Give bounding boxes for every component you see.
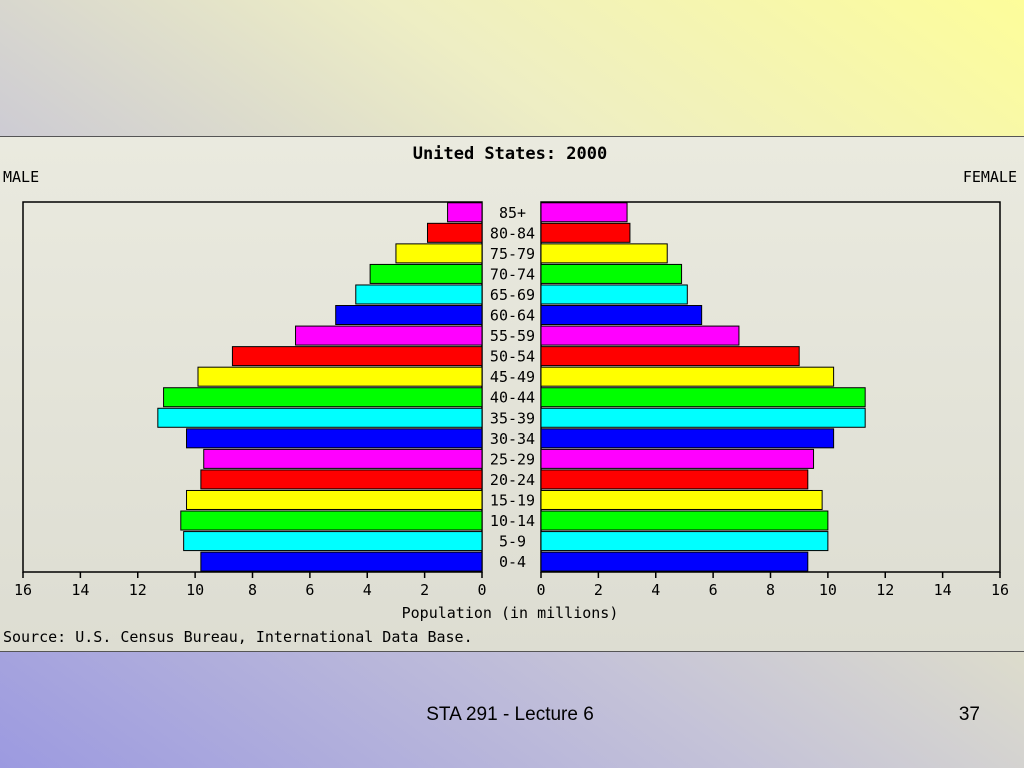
x-tick-label: 12 xyxy=(876,581,894,599)
age-labels-layer: 85+ 80-84 75-79 70-74 65-69 60-64 55-59 50-54 45… xyxy=(490,204,535,571)
age-group-label: 40-44 xyxy=(490,389,535,407)
chart-panel: United States: 2000 MALE FEMALE 85+ 80-84… xyxy=(0,136,1024,652)
male-bar-15-19 xyxy=(186,489,483,510)
female-bar-85+ xyxy=(540,202,628,223)
x-tick-label: 12 xyxy=(129,581,147,599)
female-bar-25-29 xyxy=(540,448,815,469)
male-bar-40-44 xyxy=(163,387,483,408)
age-group-label: 25-29 xyxy=(490,450,535,468)
source-note: Source: U.S. Census Bureau, Internationa… xyxy=(3,628,473,646)
male-bar-70-74 xyxy=(369,263,483,284)
female-bar-0-4 xyxy=(540,551,809,572)
x-tick-label: 10 xyxy=(186,581,204,599)
age-group-label: 85+ xyxy=(499,204,526,222)
female-bar-10-14 xyxy=(540,510,829,531)
x-tick-label: 0 xyxy=(536,581,545,599)
male-bar-20-24 xyxy=(200,469,483,490)
female-bar-15-19 xyxy=(540,489,823,510)
male-label: MALE xyxy=(3,168,39,186)
x-tick-label: 4 xyxy=(363,581,372,599)
bars-layer xyxy=(157,202,866,572)
male-bar-80-84 xyxy=(426,222,483,243)
male-bar-75-79 xyxy=(395,243,483,264)
female-bar-70-74 xyxy=(540,263,683,284)
x-tick-label: 8 xyxy=(766,581,775,599)
female-bar-55-59 xyxy=(540,325,740,346)
age-group-label: 75-79 xyxy=(490,245,535,263)
x-tick-label: 6 xyxy=(305,581,314,599)
slide-footer-title: STA 291 - Lecture 6 xyxy=(426,704,594,725)
x-tick-label: 2 xyxy=(420,581,429,599)
x-tick-label: 16 xyxy=(14,581,32,599)
female-bar-60-64 xyxy=(540,305,703,326)
x-tick-label: 16 xyxy=(991,581,1009,599)
age-group-label: 0-4 xyxy=(499,553,526,571)
female-bar-50-54 xyxy=(540,346,800,367)
female-bar-80-84 xyxy=(540,222,631,243)
age-group-label: 45-49 xyxy=(490,368,535,386)
x-tick-label: 10 xyxy=(819,581,837,599)
age-group-label: 5-9 xyxy=(499,533,526,551)
male-bar-55-59 xyxy=(295,325,483,346)
female-bar-45-49 xyxy=(540,366,835,387)
age-group-label: 55-59 xyxy=(490,327,535,345)
x-tick-label: 2 xyxy=(594,581,603,599)
age-group-label: 10-14 xyxy=(490,512,535,530)
x-axis-ticks: 16 14 12 10 8 6 4 2 0 0 2 4 6 8 10 12 14 16 xyxy=(14,572,1009,599)
female-bar-40-44 xyxy=(540,387,866,408)
age-group-label: 35-39 xyxy=(490,409,535,427)
age-group-label: 50-54 xyxy=(490,348,535,366)
age-group-label: 20-24 xyxy=(490,471,535,489)
female-bar-5-9 xyxy=(540,531,829,552)
male-bar-85+ xyxy=(447,202,483,223)
female-bar-75-79 xyxy=(540,243,668,264)
female-label: FEMALE xyxy=(963,168,1017,186)
male-bar-35-39 xyxy=(157,407,483,428)
chart-title: United States: 2000 xyxy=(413,144,607,164)
male-bar-30-34 xyxy=(186,428,483,449)
age-group-label: 15-19 xyxy=(490,491,535,509)
population-pyramid-chart: United States: 2000 MALE FEMALE 85+ 80-84… xyxy=(3,144,1017,646)
x-tick-label: 4 xyxy=(651,581,660,599)
x-tick-label: 0 xyxy=(477,581,486,599)
age-group-label: 65-69 xyxy=(490,286,535,304)
x-tick-label: 14 xyxy=(71,581,89,599)
male-bar-25-29 xyxy=(203,448,483,469)
male-bar-60-64 xyxy=(335,305,483,326)
age-group-label: 70-74 xyxy=(490,265,535,283)
age-group-label: 30-34 xyxy=(490,430,535,448)
male-bar-5-9 xyxy=(183,531,483,552)
female-bar-65-69 xyxy=(540,284,688,305)
female-bar-20-24 xyxy=(540,469,809,490)
x-tick-label: 8 xyxy=(248,581,257,599)
male-bar-0-4 xyxy=(200,551,483,572)
male-bar-50-54 xyxy=(231,346,483,367)
female-bar-35-39 xyxy=(540,407,866,428)
age-group-label: 80-84 xyxy=(490,224,535,242)
age-group-label: 60-64 xyxy=(490,307,535,325)
x-tick-label: 14 xyxy=(934,581,952,599)
slide-page-number: 37 xyxy=(958,704,980,725)
female-bar-30-34 xyxy=(540,428,835,449)
male-bar-65-69 xyxy=(355,284,483,305)
male-bar-10-14 xyxy=(180,510,483,531)
x-axis-label: Population (in millions) xyxy=(402,604,619,622)
male-bar-45-49 xyxy=(197,366,483,387)
x-tick-label: 6 xyxy=(709,581,718,599)
